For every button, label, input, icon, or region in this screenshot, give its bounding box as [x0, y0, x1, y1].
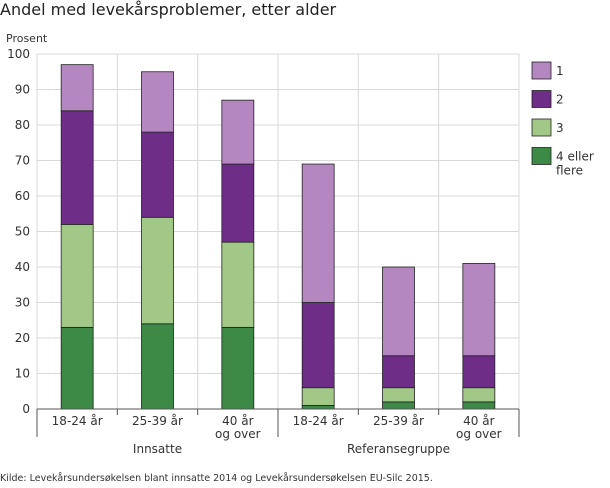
bar-segment-s2 [301, 302, 335, 389]
bar-segment-s4 [221, 326, 255, 410]
y-tick-label: 10 [15, 367, 30, 381]
x-tick-label: 40 år [222, 414, 253, 428]
legend-swatch-s2 [531, 90, 552, 108]
bar-segment-s1 [462, 263, 496, 357]
x-tick-label: 40 år [463, 414, 494, 428]
bar-segment-s4 [141, 323, 174, 410]
y-axis-label: Prosent [6, 32, 48, 45]
legend-label: flere [556, 164, 583, 178]
bar-segment-s4 [462, 401, 496, 410]
y-tick-label: 80 [15, 118, 30, 132]
y-tick-label: 50 [15, 225, 30, 239]
x-tick-label: og over [456, 427, 502, 441]
bar-segment-s4 [382, 401, 415, 410]
x-tick-label: og over [215, 427, 261, 441]
y-tick-label: 90 [15, 83, 30, 97]
bar-segment-s2 [221, 163, 255, 243]
bar-segment-s2 [382, 355, 415, 389]
y-tick-label: 40 [15, 260, 30, 274]
legend-label: 3 [556, 121, 564, 135]
y-tick-label: 20 [15, 331, 30, 345]
bar-segment-s1 [60, 64, 94, 112]
y-tick-label: 100 [7, 47, 30, 61]
chart-title: Andel med levekårsproblemer, etter alder [0, 0, 337, 19]
bar-segment-s4 [301, 405, 335, 410]
legend-label: 1 [556, 64, 564, 78]
bar-segment-s2 [141, 131, 174, 218]
bar-segment-s1 [141, 71, 174, 133]
x-tick-label: 25-39 år [373, 414, 424, 428]
bar-segment-s3 [382, 387, 415, 403]
legend-swatch-s3 [531, 118, 552, 137]
y-tick-label: 30 [15, 296, 30, 310]
bar-segment-s1 [221, 99, 255, 165]
bar-segment-s3 [301, 387, 335, 406]
legend-label: 4 eller [556, 150, 594, 164]
y-tick-label: 0 [22, 402, 30, 416]
bar-segment-s3 [60, 223, 94, 328]
x-tick-label: 25-39 år [132, 414, 183, 428]
bar-segment-s2 [462, 355, 496, 389]
legend-label: 2 [556, 93, 564, 107]
group-label: Innsatte [133, 442, 182, 456]
source-note: Kilde: Levekårsundersøkelsen blant innsa… [0, 473, 433, 484]
y-tick-label: 70 [15, 154, 30, 168]
y-tick-label: 60 [15, 189, 30, 203]
bar-segment-s3 [462, 387, 496, 403]
x-tick-label: 18-24 år [293, 414, 344, 428]
group-label: Referansegruppe [347, 442, 450, 456]
bar-segment-s3 [221, 241, 255, 328]
legend-swatch-s1 [531, 61, 552, 80]
x-tick-label: 18-24 år [52, 414, 103, 428]
bar-segment-s1 [301, 163, 335, 303]
bar-segment-s4 [60, 326, 94, 410]
bar-segment-s3 [141, 216, 174, 325]
bar-segment-s2 [60, 110, 94, 225]
bar-segment-s1 [382, 266, 415, 357]
legend-swatch-s4 [531, 147, 552, 165]
